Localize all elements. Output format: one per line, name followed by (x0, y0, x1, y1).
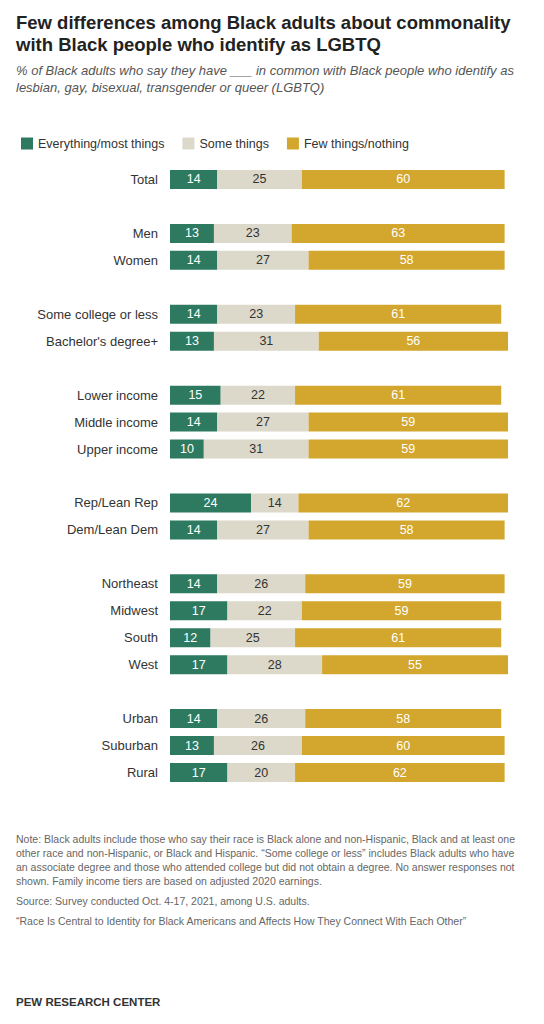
svg-text:14: 14 (187, 253, 201, 267)
svg-text:20: 20 (254, 766, 268, 780)
svg-text:61: 61 (391, 307, 405, 321)
svg-text:Everything/most things: Everything/most things (38, 137, 164, 151)
svg-text:Middle income: Middle income (74, 415, 158, 430)
html-text:“Race Is Central to Identity f: “Race Is Central to Identity for Black A… (16, 915, 467, 927)
svg-text:25: 25 (246, 631, 260, 645)
svg-text:24: 24 (204, 496, 218, 510)
svg-text:Some college or less: Some college or less (37, 307, 158, 322)
svg-text:22: 22 (258, 604, 272, 618)
svg-text:59: 59 (401, 442, 415, 456)
svg-text:60: 60 (396, 172, 410, 186)
svg-text:Bachelor's degree+: Bachelor's degree+ (46, 334, 158, 349)
svg-text:Lower income: Lower income (77, 388, 158, 403)
svg-text:Few things/nothing: Few things/nothing (304, 137, 409, 151)
svg-text:26: 26 (251, 739, 265, 753)
svg-text:14: 14 (187, 577, 201, 591)
svg-text:25: 25 (253, 172, 267, 186)
svg-text:27: 27 (256, 253, 270, 267)
svg-text:61: 61 (391, 631, 405, 645)
svg-text:Women: Women (113, 253, 158, 268)
svg-text:13: 13 (185, 226, 199, 240)
svg-text:59: 59 (401, 415, 415, 429)
svg-text:62: 62 (393, 766, 407, 780)
svg-text:10: 10 (180, 442, 194, 456)
svg-text:26: 26 (254, 577, 268, 591)
svg-text:31: 31 (259, 334, 273, 348)
svg-text:14: 14 (187, 307, 201, 321)
svg-text:55: 55 (408, 658, 422, 672)
svg-text:14: 14 (187, 523, 201, 537)
svg-text:Rural: Rural (127, 765, 158, 780)
svg-text:14: 14 (187, 712, 201, 726)
svg-text:South: South (124, 630, 158, 645)
svg-text:14: 14 (187, 172, 201, 186)
svg-text:Suburban: Suburban (102, 738, 158, 753)
svg-text:Midwest: Midwest (110, 603, 158, 618)
svg-text:23: 23 (246, 226, 260, 240)
svg-text:56: 56 (406, 334, 420, 348)
svg-text:58: 58 (400, 523, 414, 537)
svg-text:22: 22 (251, 388, 265, 402)
svg-text:15: 15 (188, 388, 202, 402)
svg-text:13: 13 (185, 334, 199, 348)
html-text:Note: Black adults include tho: Note: Black adults include those who say… (16, 833, 515, 887)
html-text:Few differences among Black ad: Few differences among Black adults about… (16, 12, 511, 55)
html-text:% of Black adults who say they: % of Black adults who say they have ___ … (16, 63, 514, 95)
svg-text:31: 31 (249, 442, 263, 456)
svg-text:13: 13 (185, 739, 199, 753)
svg-text:Northeast: Northeast (102, 576, 159, 591)
svg-text:58: 58 (400, 253, 414, 267)
html-text:Source: Survey conducted Oct.: Source: Survey conducted Oct. 4-17, 2021… (16, 895, 310, 907)
svg-text:Men: Men (133, 226, 158, 241)
svg-text:63: 63 (391, 226, 405, 240)
svg-text:12: 12 (183, 631, 197, 645)
svg-text:Some things: Some things (199, 137, 268, 151)
svg-text:Upper income: Upper income (77, 442, 158, 457)
svg-text:Total: Total (131, 172, 159, 187)
svg-text:West: West (129, 657, 159, 672)
svg-text:27: 27 (256, 415, 270, 429)
svg-text:27: 27 (256, 523, 270, 537)
svg-text:14: 14 (268, 496, 282, 510)
svg-text:14: 14 (187, 415, 201, 429)
svg-text:17: 17 (192, 766, 206, 780)
svg-text:17: 17 (192, 604, 206, 618)
svg-text:26: 26 (254, 712, 268, 726)
svg-text:Rep/Lean Rep: Rep/Lean Rep (74, 495, 158, 510)
svg-text:61: 61 (391, 388, 405, 402)
svg-text:62: 62 (396, 496, 410, 510)
svg-text:Urban: Urban (123, 711, 158, 726)
svg-text:28: 28 (268, 658, 282, 672)
svg-text:23: 23 (249, 307, 263, 321)
svg-text:58: 58 (396, 712, 410, 726)
html-text:PEW RESEARCH CENTER: PEW RESEARCH CENTER (16, 996, 161, 1008)
svg-text:60: 60 (396, 739, 410, 753)
svg-text:Dem/Lean Dem: Dem/Lean Dem (67, 522, 158, 537)
svg-text:17: 17 (192, 658, 206, 672)
svg-text:59: 59 (398, 577, 412, 591)
svg-text:59: 59 (395, 604, 409, 618)
